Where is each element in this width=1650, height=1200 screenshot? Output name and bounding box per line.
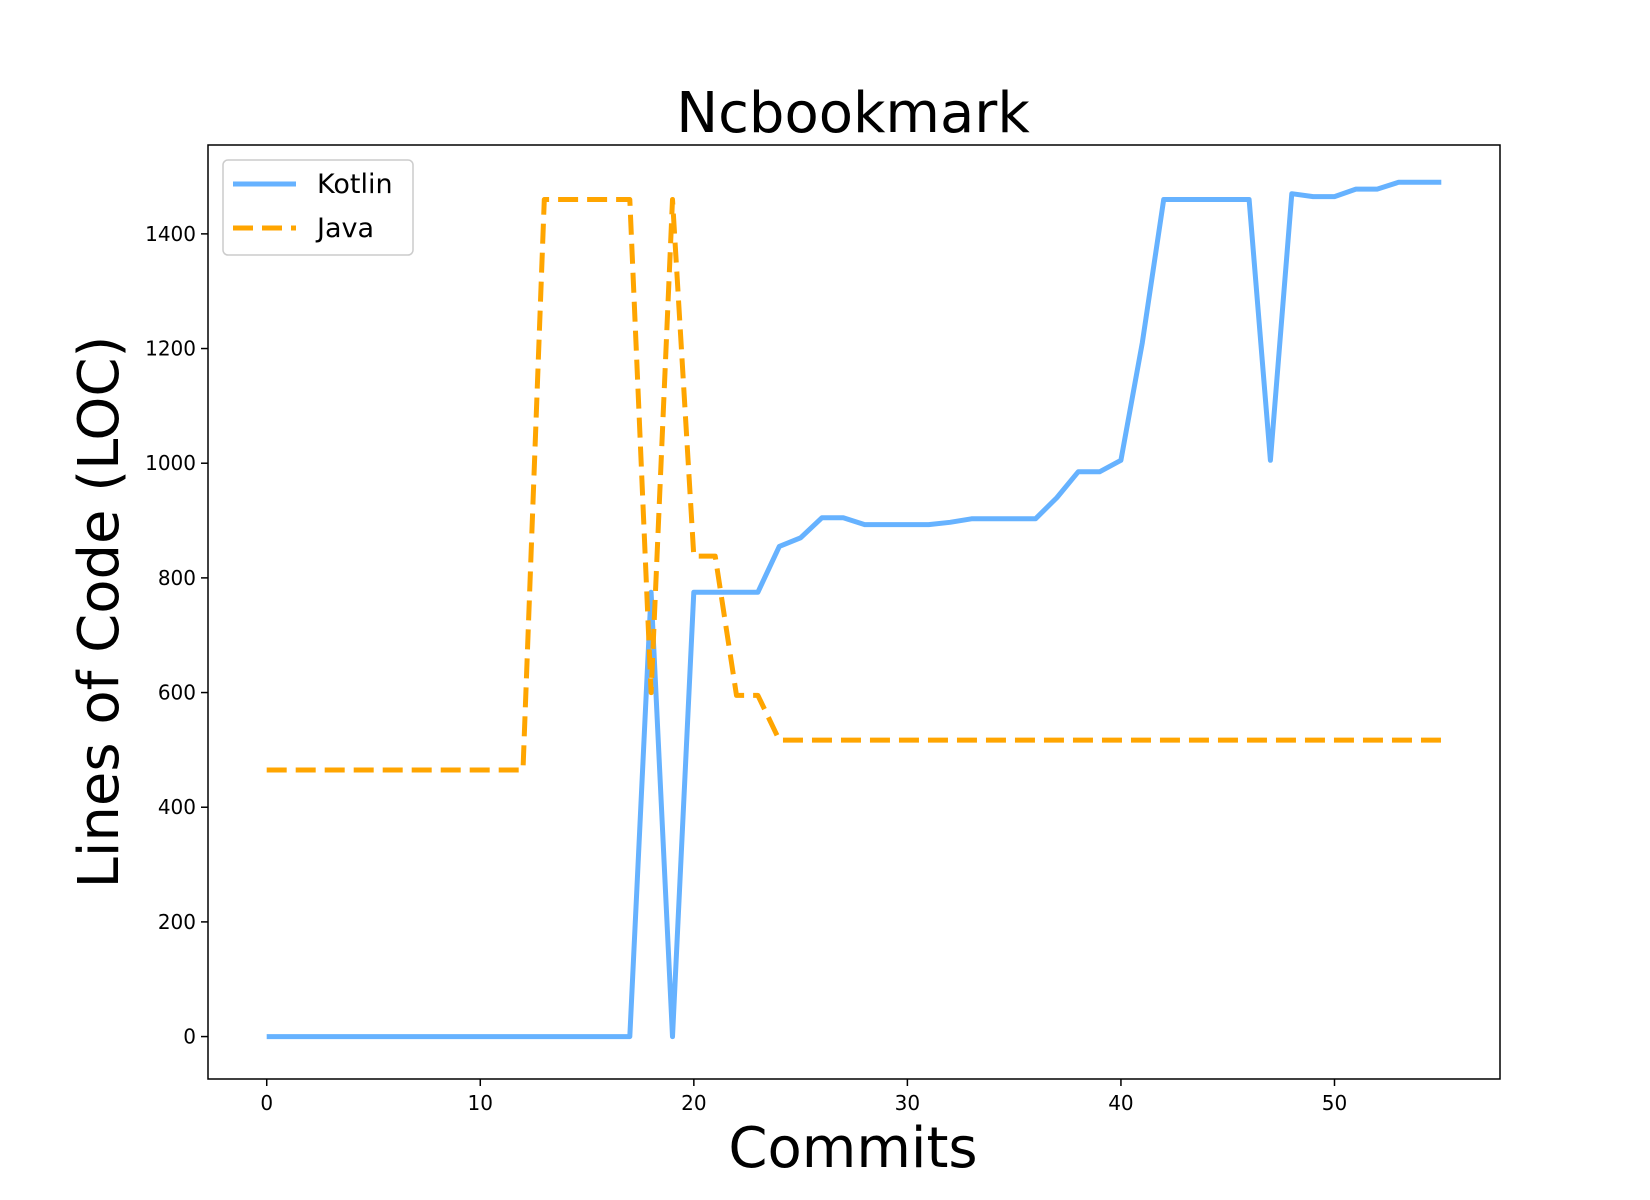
legend-label-kotlin: Kotlin: [317, 169, 393, 200]
series-layer: [266, 179, 1442, 1040]
series-line-kotlin: [266, 179, 1442, 1040]
x-tick-label-30: 30: [895, 1091, 920, 1115]
y-tick-label-800: 800: [158, 566, 196, 590]
y-axis-label: Lines of Code (LOC): [67, 336, 132, 889]
x-tick-label-20: 20: [681, 1091, 706, 1115]
y-axis: 0 200 400 600 800 1000 1200 1400: [145, 222, 208, 1049]
plot-area-frame: [207, 144, 1501, 1080]
x-axis-label: Commits: [728, 1116, 977, 1181]
x-tick-label-50: 50: [1322, 1091, 1347, 1115]
x-tick-label-10: 10: [468, 1091, 493, 1115]
x-tick-label-0: 0: [260, 1091, 273, 1115]
legend: Kotlin Java: [222, 159, 414, 256]
legend-label-java: Java: [315, 213, 374, 244]
x-tick-label-40: 40: [1108, 1091, 1133, 1115]
series-line-java: [266, 197, 1442, 773]
y-tick-label-600: 600: [158, 681, 196, 705]
y-tick-label-400: 400: [158, 795, 196, 819]
y-tick-label-1400: 1400: [145, 222, 196, 246]
chart-title: Ncbookmark: [676, 81, 1030, 146]
y-tick-label-1000: 1000: [145, 451, 196, 475]
y-tick-label-0: 0: [183, 1025, 196, 1049]
y-tick-label-1200: 1200: [145, 337, 196, 361]
y-tick-label-200: 200: [158, 910, 196, 934]
x-axis: 0 10 20 30 40 50: [260, 1079, 1347, 1115]
